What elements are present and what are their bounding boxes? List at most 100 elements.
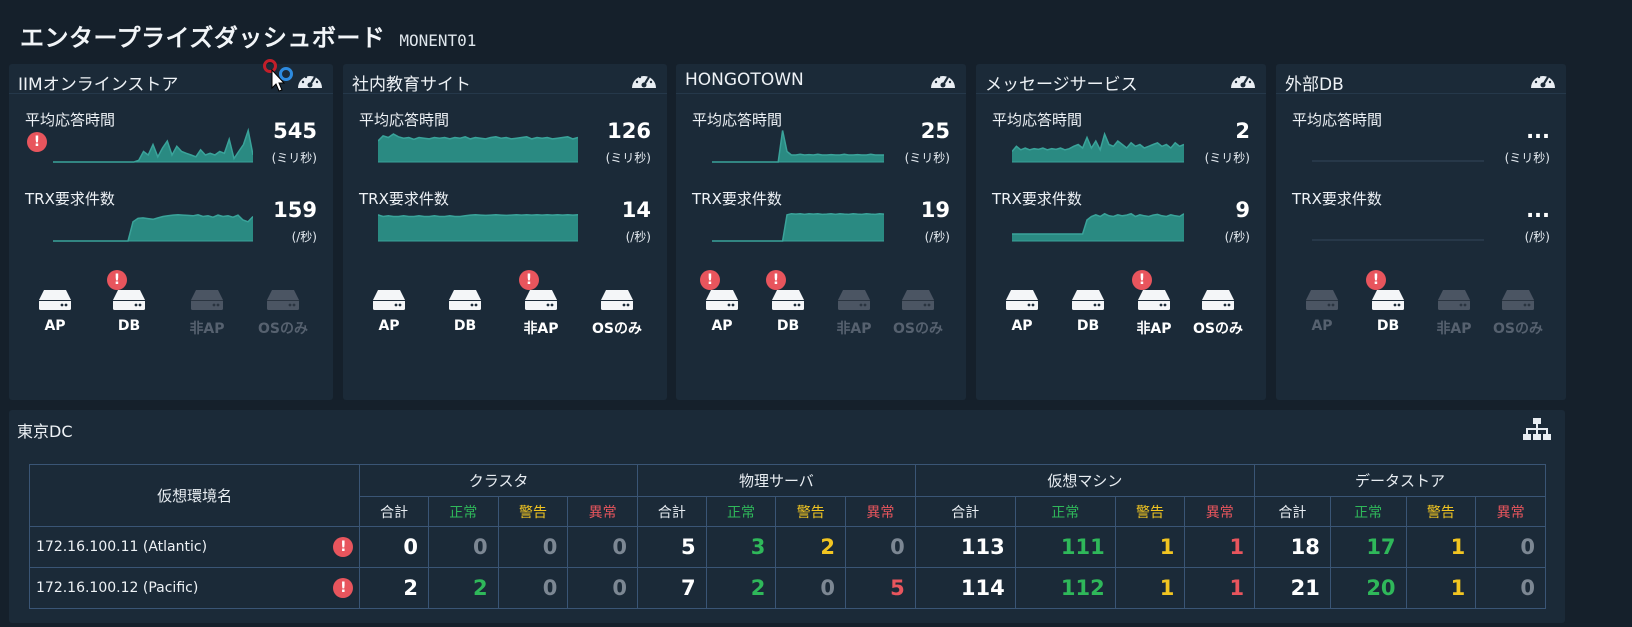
trx-requests-label: TRX要求件数 (992, 190, 1082, 208)
server-type-3[interactable]: OSのみ (589, 288, 645, 338)
count-normal[interactable]: 111 (1014, 526, 1116, 568)
table-row[interactable]: 172.16.100.12 (Pacific)! 2 2 0 0 7 2 0 5 114 112 1 1… (28, 567, 1546, 609)
app-card[interactable]: IIMオンラインストア 平均応答時間 545 (ミリ秒)! TRX要求件数 159 (/秒)… (9, 64, 333, 400)
server-type-3[interactable]: OSのみ (255, 288, 311, 338)
server-type-1[interactable]: DB (437, 288, 493, 334)
count-total[interactable]: 114 (914, 567, 1016, 609)
datacenter-table: 仮想環境名 クラスタ 物理サーバ 仮想マシン データストア 合計 正常 警告 異常 合計… (28, 464, 1546, 609)
server-type-0[interactable]: AP (361, 288, 417, 334)
server-type-2[interactable]: ! 非AP (513, 270, 569, 338)
server-type-label: 非AP (1436, 321, 1472, 337)
server-type-2[interactable]: 非AP (179, 288, 235, 338)
count-normal[interactable]: 112 (1014, 567, 1116, 609)
count-normal[interactable]: 3 (705, 526, 777, 568)
response-time-value: 126 (607, 119, 651, 143)
gauge-icon[interactable] (297, 70, 323, 90)
count-normal[interactable]: 2 (705, 567, 777, 609)
server-type-label: 非AP (836, 321, 872, 337)
count-normal[interactable]: 20 (1329, 567, 1407, 609)
response-time-sparkline (1011, 125, 1185, 163)
count-total[interactable]: 21 (1254, 567, 1331, 609)
network-topology-icon[interactable] (1523, 418, 1551, 442)
card-title[interactable]: HONGOTOWN (685, 70, 804, 90)
count-error[interactable]: 0 (567, 526, 638, 568)
subheader-total: 合計 (359, 496, 429, 527)
server-icon (826, 288, 882, 312)
trx-requests-unit: (/秒) (924, 230, 950, 244)
env-name-cell[interactable]: 172.16.100.12 (Pacific)! (28, 567, 361, 609)
app-card[interactable]: 外部DB 平均応答時間... (ミリ秒) TRX要求件数... (/秒) AP! DB 非AP… (1276, 64, 1566, 400)
alert-icon[interactable]: ! (1366, 270, 1386, 290)
count-warning[interactable]: 1 (1114, 526, 1186, 568)
server-type-3[interactable]: OSのみ (890, 288, 946, 338)
trx-requests-sparkline-chart (377, 214, 579, 242)
server-type-0[interactable]: AP (994, 288, 1050, 334)
count-total[interactable]: 7 (637, 567, 707, 609)
count-total[interactable]: 2 (359, 567, 429, 609)
count-normal[interactable]: 0 (427, 526, 499, 568)
response-time-label: 平均応答時間 (359, 111, 450, 129)
count-error[interactable]: 1 (1184, 567, 1256, 609)
server-type-1[interactable]: ! DB (760, 270, 816, 334)
count-warning[interactable]: 1 (1405, 526, 1477, 568)
server-type-0[interactable]: AP (27, 288, 83, 334)
gauge-icon[interactable] (631, 70, 657, 90)
count-warning[interactable]: 0 (497, 567, 569, 609)
subheader-normal: 正常 (427, 496, 499, 527)
count-warning[interactable]: 0 (497, 526, 569, 568)
server-type-3[interactable]: OSのみ (1190, 288, 1246, 338)
gauge-icon[interactable] (1530, 70, 1556, 90)
count-warning[interactable]: 1 (1405, 567, 1477, 609)
sparkline-area (378, 214, 578, 241)
env-name[interactable]: 172.16.100.12 (Pacific) (36, 580, 199, 596)
count-warning[interactable]: 2 (775, 526, 847, 568)
alert-icon[interactable]: ! (27, 132, 47, 152)
env-name-cell[interactable]: 172.16.100.11 (Atlantic)! (28, 526, 361, 568)
card-title[interactable]: 外部DB (1285, 75, 1344, 95)
server-type-0[interactable]: AP (1294, 288, 1350, 334)
server-type-2[interactable]: 非AP (826, 288, 882, 338)
response-time-unit: (ミリ秒) (1504, 151, 1550, 165)
dashboard-code: MONENT01 (399, 31, 477, 50)
subheader-warning: 警告 (775, 496, 847, 527)
count-error[interactable]: 0 (1475, 526, 1546, 568)
server-type-3[interactable]: OSのみ (1490, 288, 1546, 338)
server-type-1[interactable]: ! DB (1360, 270, 1416, 334)
count-total[interactable]: 0 (359, 526, 429, 568)
count-total[interactable]: 18 (1254, 526, 1331, 568)
app-card[interactable]: 社内教育サイト 平均応答時間 126 (ミリ秒) TRX要求件数 14 (/秒) AP DB! 非… (343, 64, 667, 400)
server-type-0[interactable]: ! AP (694, 270, 750, 334)
alert-icon[interactable]: ! (107, 270, 127, 290)
table-row[interactable]: 172.16.100.11 (Atlantic)! 0 0 0 0 5 3 2 0 113 111 1… (28, 526, 1546, 568)
card-title[interactable]: メッセージサービス (985, 75, 1138, 95)
server-type-2[interactable]: ! 非AP (1126, 270, 1182, 338)
count-total[interactable]: 5 (637, 526, 707, 568)
count-total[interactable]: 113 (914, 526, 1016, 568)
alert-icon[interactable]: ! (766, 270, 786, 290)
app-card[interactable]: HONGOTOWN 平均応答時間 25 (ミリ秒) TRX要求件数 19 (/秒)! AP! D… (676, 64, 966, 400)
alert-icon[interactable]: ! (700, 270, 720, 290)
alert-icon[interactable]: ! (519, 270, 539, 290)
count-warning[interactable]: 0 (775, 567, 847, 609)
card-title[interactable]: IIMオンラインストア (18, 75, 179, 95)
env-name[interactable]: 172.16.100.11 (Atlantic) (36, 539, 208, 555)
card-title[interactable]: 社内教育サイト (352, 75, 471, 95)
server-type-1[interactable]: ! DB (101, 270, 157, 334)
count-normal[interactable]: 2 (427, 567, 499, 609)
alert-icon[interactable]: ! (333, 578, 354, 598)
count-error[interactable]: 5 (845, 567, 916, 609)
count-warning[interactable]: 1 (1114, 567, 1186, 609)
gauge-icon[interactable] (1230, 70, 1256, 90)
count-normal[interactable]: 17 (1329, 526, 1407, 568)
alert-icon[interactable]: ! (333, 537, 354, 557)
count-error[interactable]: 1 (1184, 526, 1256, 568)
gauge-icon[interactable] (930, 70, 956, 90)
app-card[interactable]: メッセージサービス 平均応答時間 2 (ミリ秒) TRX要求件数 9 (/秒) AP DB! 非A… (976, 64, 1266, 400)
server-type-2[interactable]: 非AP (1426, 288, 1482, 338)
alert-icon[interactable]: ! (1132, 270, 1152, 290)
count-error[interactable]: 0 (567, 567, 638, 609)
count-error[interactable]: 0 (845, 526, 916, 568)
count-error[interactable]: 0 (1475, 567, 1546, 609)
group-header-vm: 仮想マシン (914, 464, 1256, 497)
server-type-1[interactable]: DB (1060, 288, 1116, 334)
